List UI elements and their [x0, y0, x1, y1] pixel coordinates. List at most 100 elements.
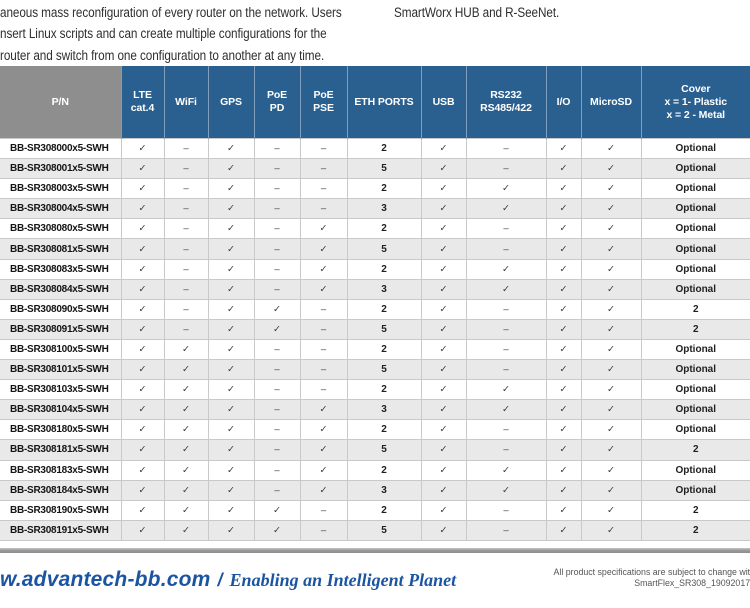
- intro-line: router and switch from one configuration…: [0, 47, 325, 63]
- column-header-usb: USB: [420, 66, 466, 139]
- table-row: BB-SR308083x5-SWH ✓ – ✓ – ✓ 2 ✓ ✓ ✓ ✓ Optional: [0, 258, 750, 280]
- check-mark-cell: ✓: [120, 198, 165, 220]
- pn-cell: BB-SR308081x5-SWH: [0, 238, 122, 260]
- value-cell: 2: [346, 419, 422, 441]
- pn-cell: BB-SR308101x5-SWH: [0, 359, 122, 381]
- value-cell: Optional: [640, 178, 750, 200]
- check-mark-cell: ✓: [580, 238, 642, 260]
- check-mark-cell: ✓: [299, 419, 348, 441]
- check-mark-cell: ✓: [420, 218, 467, 240]
- value-cell: 2: [346, 338, 422, 361]
- dash-cell: –: [253, 459, 301, 481]
- check-mark-cell: ✓: [545, 258, 582, 280]
- dash-cell: –: [163, 298, 209, 320]
- dash-cell: –: [253, 419, 301, 441]
- dash-cell: –: [253, 399, 301, 421]
- check-mark-cell: ✓: [120, 379, 165, 401]
- check-mark-cell: ✓: [580, 359, 642, 381]
- table-row: BB-SR308190x5-SWH ✓ ✓ ✓ ✓ –2 ✓ – ✓ ✓ 2: [0, 499, 750, 521]
- value-cell: 5: [346, 359, 422, 381]
- check-mark-cell: ✓: [545, 359, 582, 381]
- check-mark-cell: ✓: [580, 338, 642, 361]
- table-row: BB-SR308091x5-SWH ✓ – ✓ ✓ –5 ✓ – ✓ ✓ 2: [0, 318, 750, 340]
- check-mark-cell: ✓: [163, 479, 209, 501]
- check-mark-cell: ✓: [120, 278, 165, 300]
- check-mark-cell: ✓: [120, 399, 165, 421]
- value-cell: Optional: [640, 218, 750, 240]
- check-mark-cell: ✓: [545, 198, 582, 220]
- check-mark-cell: ✓: [163, 459, 209, 481]
- value-cell: 2: [346, 258, 422, 280]
- check-mark-cell: ✓: [120, 158, 165, 180]
- footer-divider-bar: [0, 548, 750, 553]
- dash-cell: –: [163, 218, 209, 240]
- check-mark-cell: ✓: [207, 278, 255, 300]
- value-cell: 3: [346, 399, 422, 421]
- value-cell: 2: [346, 218, 422, 240]
- website-link[interactable]: w.advantech-bb.com: [0, 568, 211, 591]
- dash-cell: –: [465, 318, 547, 340]
- dash-cell: –: [253, 379, 301, 401]
- dash-cell: –: [253, 338, 301, 361]
- check-mark-cell: ✓: [420, 298, 467, 320]
- check-mark-cell: ✓: [207, 479, 255, 501]
- footer-note-line1: All product specifications are subject t…: [553, 567, 750, 577]
- dash-cell: –: [253, 178, 301, 200]
- pn-cell: BB-SR308181x5-SWH: [0, 439, 122, 461]
- footer-tagline: Enabling an Intelligent Planet: [229, 570, 457, 590]
- value-cell: 2: [346, 137, 422, 160]
- dash-cell: –: [163, 238, 209, 260]
- pn-cell: BB-SR308180x5-SWH: [0, 419, 122, 441]
- check-mark-cell: ✓: [207, 379, 255, 401]
- check-mark-cell: ✓: [420, 338, 467, 361]
- column-header-wifi: WiFi: [163, 66, 208, 139]
- table-row: BB-SR308090x5-SWH ✓ – ✓ ✓ –2 ✓ – ✓ ✓ 2: [0, 298, 750, 320]
- footer-note: All product specifications are subject t…: [425, 567, 750, 589]
- intro-paragraph-right: SmartWorx HUB and R-SeeNet.: [394, 2, 584, 23]
- spec-table: P/N LTE cat.4 WiFi GPS PoE PD PoE PSE ETH PORTS US…: [0, 66, 750, 541]
- value-cell: 5: [346, 519, 422, 541]
- check-mark-cell: ✓: [420, 258, 467, 280]
- check-mark-cell: ✓: [207, 238, 255, 260]
- check-mark-cell: ✓: [420, 499, 467, 521]
- dash-cell: –: [299, 499, 348, 521]
- check-mark-cell: ✓: [207, 399, 255, 421]
- pn-cell: BB-SR308184x5-SWH: [0, 479, 122, 501]
- pn-cell: BB-SR308191x5-SWH: [0, 519, 122, 541]
- check-mark-cell: ✓: [299, 459, 348, 481]
- value-cell: 3: [346, 278, 422, 300]
- table-row: BB-SR308100x5-SWH ✓ ✓ ✓ – –2 ✓ – ✓ ✓ Optional: [0, 338, 750, 361]
- dash-cell: –: [465, 158, 547, 180]
- check-mark-cell: ✓: [207, 198, 255, 220]
- check-mark-cell: ✓: [545, 459, 582, 481]
- value-cell: Optional: [640, 258, 750, 280]
- column-header-poe-pse: PoE PSE: [299, 66, 347, 139]
- column-header-rs232-rs485-422: RS232 RS485/422: [465, 66, 546, 139]
- pn-cell: BB-SR308103x5-SWH: [0, 379, 122, 401]
- check-mark-cell: ✓: [207, 338, 255, 361]
- check-mark-cell: ✓: [420, 238, 467, 260]
- check-mark-cell: ✓: [207, 318, 255, 340]
- dash-cell: –: [299, 198, 348, 220]
- dash-cell: –: [299, 178, 348, 200]
- dash-cell: –: [299, 338, 348, 361]
- dash-cell: –: [253, 278, 301, 300]
- check-mark-cell: ✓: [545, 419, 582, 441]
- value-cell: 3: [346, 198, 422, 220]
- check-mark-cell: ✓: [207, 258, 255, 280]
- check-mark-cell: ✓: [207, 419, 255, 441]
- table-row: BB-SR308003x5-SWH ✓ – ✓ – –2 ✓ ✓ ✓ ✓ Optional: [0, 178, 750, 200]
- dash-cell: –: [465, 338, 547, 361]
- check-mark-cell: ✓: [120, 499, 165, 521]
- value-cell: Optional: [640, 137, 750, 160]
- column-header-microsd: MicroSD: [580, 66, 641, 139]
- dash-cell: –: [465, 359, 547, 381]
- dash-cell: –: [465, 238, 547, 260]
- check-mark-cell: ✓: [299, 278, 348, 300]
- check-mark-cell: ✓: [120, 459, 165, 481]
- dash-cell: –: [163, 318, 209, 340]
- check-mark-cell: ✓: [465, 479, 547, 501]
- check-mark-cell: ✓: [545, 499, 582, 521]
- check-mark-cell: ✓: [207, 499, 255, 521]
- check-mark-cell: ✓: [465, 399, 547, 421]
